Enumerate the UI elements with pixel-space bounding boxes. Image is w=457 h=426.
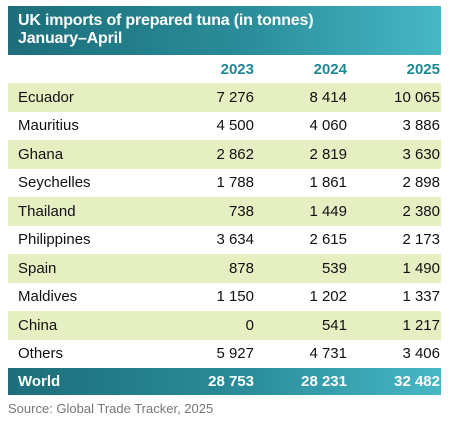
row-country: China [18,316,58,334]
source-note: Source: Global Trade Tracker, 2025 [8,401,214,416]
row-value-2024: 2 819 [309,145,347,163]
row-country: Mauritius [18,117,79,135]
row-value-2023: 3 634 [216,231,254,249]
total-value-2024: 28 231 [301,373,347,390]
row-value-2023: 1 788 [216,174,254,192]
column-headers: 2023 2024 2025 [8,55,441,83]
table-body: Ecuador 7 276 8 414 10 065 Mauritius 4 500 4 0… [8,83,441,368]
row-country: Ecuador [18,88,74,106]
row-country: Thailand [18,202,76,220]
row-value-2024: 1 449 [309,202,347,220]
row-country: Others [18,345,64,363]
row-value-2024: 4 731 [309,345,347,363]
row-value-2023: 878 [228,259,254,277]
row-country: Spain [18,259,57,277]
row-value-2023: 2 862 [216,145,254,163]
table-row: Ecuador 7 276 8 414 10 065 [8,83,441,112]
row-country: Philippines [18,231,91,249]
table-header: UK imports of prepared tuna (in tonnes) … [8,6,441,55]
row-value-2024: 8 414 [309,88,347,106]
table-row: Maldives 1 150 1 202 1 337 [8,283,441,312]
row-value-2024: 1 202 [309,288,347,306]
column-header-2024: 2024 [313,60,347,78]
row-value-2025: 1 217 [402,316,440,334]
row-value-2023: 1 150 [216,288,254,306]
row-value-2023: 7 276 [216,88,254,106]
table-row: Thailand 738 1 449 2 380 [8,197,441,226]
row-value-2024: 4 060 [309,117,347,135]
row-value-2023: 0 [245,316,254,334]
row-value-2024: 539 [321,259,347,277]
row-country: Seychelles [18,174,91,192]
total-value-2023: 28 753 [208,373,254,390]
table-row: Mauritius 4 500 4 060 3 886 [8,112,441,141]
row-value-2025: 2 380 [402,202,440,220]
table-row: Philippines 3 634 2 615 2 173 [8,226,441,255]
table-row: Ghana 2 862 2 819 3 630 [8,140,441,169]
table-title: UK imports of prepared tuna (in tonnes) [18,12,314,29]
table-row: Seychelles 1 788 1 861 2 898 [8,169,441,198]
row-value-2024: 2 615 [309,231,347,249]
tuna-imports-table: UK imports of prepared tuna (in tonnes) … [8,6,441,416]
row-value-2024: 1 861 [309,174,347,192]
row-value-2025: 3 630 [402,145,440,163]
table-row: China 0 541 1 217 [8,311,441,340]
column-header-2025: 2025 [406,60,440,78]
column-header-2023: 2023 [220,60,254,78]
row-value-2025: 2 898 [402,174,440,192]
row-value-2025: 10 065 [394,88,440,106]
table-row: Spain 878 539 1 490 [8,254,441,283]
row-country: Maldives [18,288,78,306]
row-value-2023: 5 927 [216,345,254,363]
table-subtitle: January–April [18,30,123,47]
row-value-2024: 541 [321,316,347,334]
row-value-2025: 2 173 [402,231,440,249]
row-value-2025: 1 490 [402,259,440,277]
total-value-2025: 32 482 [394,373,440,390]
row-value-2025: 3 406 [402,345,440,363]
row-value-2025: 3 886 [402,117,440,135]
row-country: Ghana [18,145,64,163]
row-value-2023: 738 [228,202,254,220]
total-row: World 28 753 28 231 32 482 [8,368,441,395]
row-value-2025: 1 337 [402,288,440,306]
total-label: World [18,373,61,390]
row-value-2023: 4 500 [216,117,254,135]
table-row: Others 5 927 4 731 3 406 [8,340,441,369]
